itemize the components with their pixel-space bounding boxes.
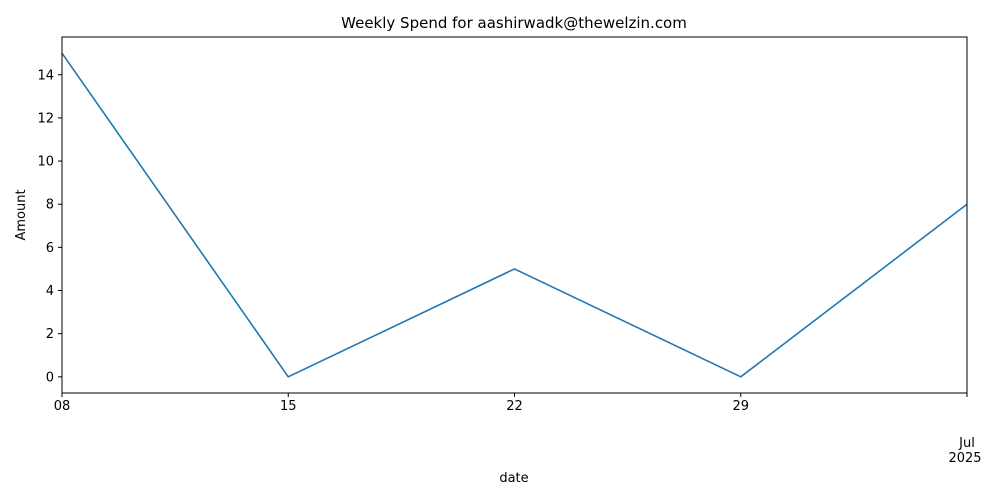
series-line bbox=[61, 52, 968, 378]
y-axis-label: Amount bbox=[14, 189, 29, 240]
y-tick-label: 14 bbox=[37, 68, 54, 83]
y-tick-label: 6 bbox=[46, 241, 54, 256]
y-tick-label: 8 bbox=[46, 198, 54, 213]
x-tick-label: 15 bbox=[280, 399, 297, 414]
y-tick-label: 2 bbox=[46, 327, 54, 342]
axes-frame bbox=[61, 36, 968, 394]
x-axis-label: date bbox=[499, 471, 528, 486]
y-tick-label: 0 bbox=[46, 370, 54, 385]
plot-area bbox=[61, 52, 968, 378]
chart-title: Weekly Spend for aashirwadk@thewelzin.co… bbox=[341, 14, 687, 32]
y-tick-label: 10 bbox=[37, 155, 54, 170]
x-tick-label: 29 bbox=[732, 399, 749, 414]
x-tick-label: Jul bbox=[958, 436, 975, 451]
x-tick-label: 22 bbox=[506, 399, 523, 414]
y-axis: 0 2 4 6 8 10 12 14 bbox=[37, 68, 62, 385]
y-tick-label: 12 bbox=[37, 111, 54, 126]
x-tick-sublabel: 2025 bbox=[948, 451, 981, 466]
x-tick-label: 08 bbox=[54, 399, 71, 414]
y-tick-label: 4 bbox=[46, 284, 54, 299]
